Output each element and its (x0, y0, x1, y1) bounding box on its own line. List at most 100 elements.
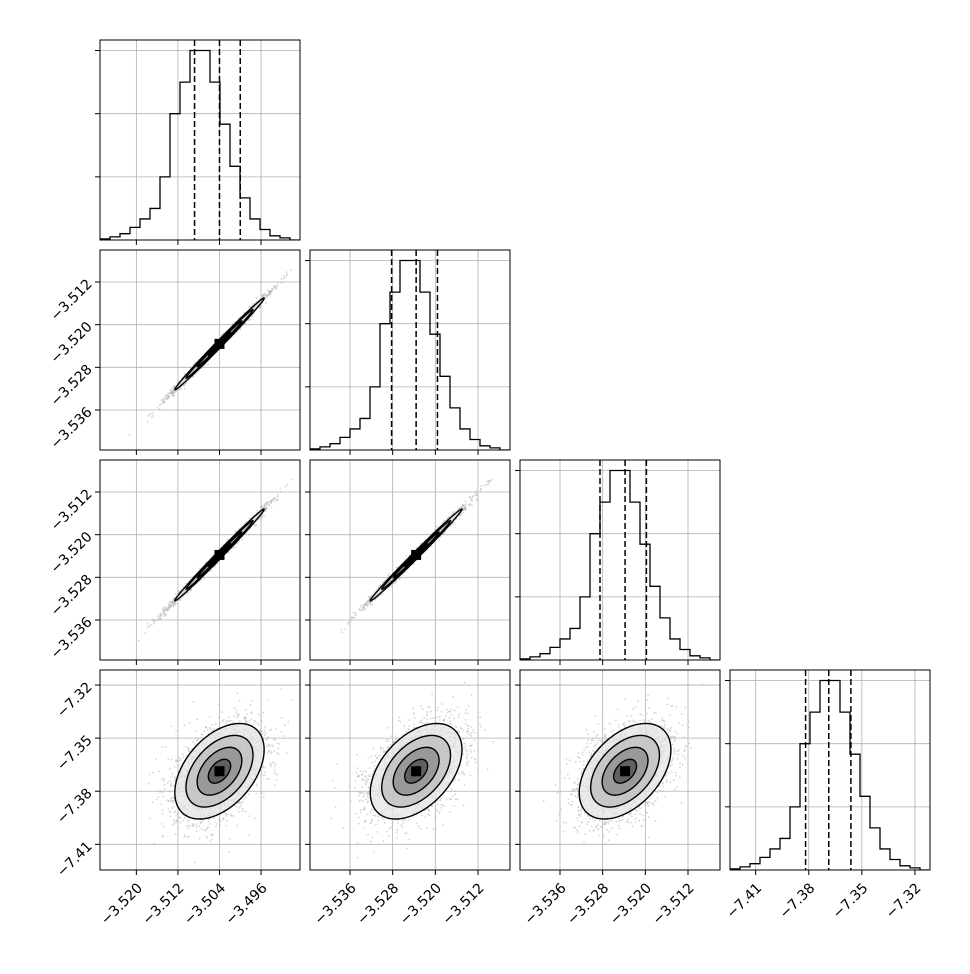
scatter-point (267, 289, 269, 291)
scatter-point (271, 288, 273, 290)
scatter-point (172, 393, 174, 395)
scatter-point (256, 510, 258, 512)
scatter-point (150, 413, 152, 415)
scatter-point (199, 568, 201, 570)
scatter-point (159, 408, 161, 410)
histogram-panel-0 (95, 40, 300, 245)
scatter-point (268, 295, 270, 297)
scatter-point (275, 288, 277, 290)
histogram-step (310, 261, 510, 450)
scatter-point (265, 294, 267, 296)
scatter-point (175, 603, 177, 605)
scatter-point (263, 515, 265, 517)
scatter-point (150, 624, 152, 626)
scatter-point (166, 394, 168, 396)
scatter-point (276, 499, 278, 501)
scatter-point (283, 278, 285, 280)
y-tick-label: −3.520 (48, 319, 96, 367)
scatter-point (265, 508, 267, 510)
scatter-point (152, 415, 154, 417)
scatter-point (268, 501, 270, 503)
scatter-point (256, 297, 258, 299)
scatter-point (254, 524, 256, 526)
scatter-point (283, 275, 285, 277)
y-tick-label: −3.536 (48, 404, 96, 452)
scatter-point (147, 626, 149, 628)
scatter-point (277, 496, 279, 498)
histogram-step (100, 51, 300, 240)
scatter-point (147, 623, 149, 625)
scatter-point (164, 401, 166, 403)
scatter-point (159, 404, 161, 406)
scatter-point (170, 389, 172, 391)
scatter-point (292, 479, 294, 481)
scatter-point (168, 603, 170, 605)
panel-frame (100, 40, 300, 240)
scatter-point (263, 295, 265, 297)
scatter-point (170, 392, 172, 394)
scatter-point (281, 282, 283, 284)
histogram-panel-1 (305, 250, 510, 455)
scatter-point (169, 396, 171, 398)
scatter-point (281, 278, 283, 280)
scatter-point (266, 504, 268, 506)
scatter-point (174, 392, 176, 394)
scatter-point (184, 373, 186, 375)
scatter-point (178, 590, 180, 592)
scatter-point (277, 494, 279, 496)
scatter-point (167, 610, 169, 612)
scatter-panel-0-1: −3.536−3.528−3.520−3.512 (48, 250, 302, 455)
scatter-point (183, 384, 185, 386)
panel-plot-area (310, 250, 510, 450)
scatter-point (160, 618, 162, 620)
scatter-point (207, 363, 209, 365)
scatter-point (173, 602, 175, 604)
scatter-point (273, 500, 275, 502)
scatter-point (162, 611, 164, 613)
scatter-point (149, 625, 151, 627)
scatter-point (157, 615, 159, 617)
scatter-panel-0-2: −3.536−3.528−3.520−3.512 (48, 460, 300, 665)
scatter-point (263, 503, 265, 505)
scatter-point (286, 273, 288, 275)
scatter-point (259, 506, 261, 508)
scatter-point (157, 407, 159, 409)
scatter-point (138, 640, 140, 642)
y-tick-label: −3.512 (48, 276, 96, 324)
scatter-point (165, 398, 167, 400)
scatter-point (173, 605, 175, 607)
scatter-point (147, 415, 149, 417)
scatter-point (162, 613, 164, 615)
scatter-point (266, 296, 268, 298)
panel-plot-area (100, 250, 301, 450)
scatter-point (184, 388, 186, 390)
scatter-point (193, 363, 195, 365)
scatter-point (163, 606, 165, 608)
scatter-point (147, 421, 149, 423)
panel-plot-area (100, 460, 300, 660)
scatter-point (273, 285, 275, 287)
scatter-point (173, 385, 175, 387)
panel-plot-area (100, 40, 300, 240)
scatter-point (286, 271, 288, 273)
scatter-point (144, 632, 146, 634)
scatter-point (160, 614, 162, 616)
scatter-point (151, 416, 153, 418)
scatter-point (159, 615, 161, 617)
scatter-point (153, 623, 155, 625)
scatter-point (242, 539, 244, 541)
scatter-point (271, 507, 273, 509)
y-tick-label: −3.528 (48, 362, 96, 410)
scatter-point (162, 401, 164, 403)
scatter-point (128, 434, 130, 436)
scatter-point (249, 517, 251, 519)
scatter-point (164, 614, 166, 616)
scatter-point (277, 286, 279, 288)
panel-frame (100, 250, 300, 450)
scatter-point (265, 302, 267, 304)
scatter-point (238, 541, 240, 543)
panel-frame (310, 250, 510, 450)
scatter-point (287, 484, 289, 486)
